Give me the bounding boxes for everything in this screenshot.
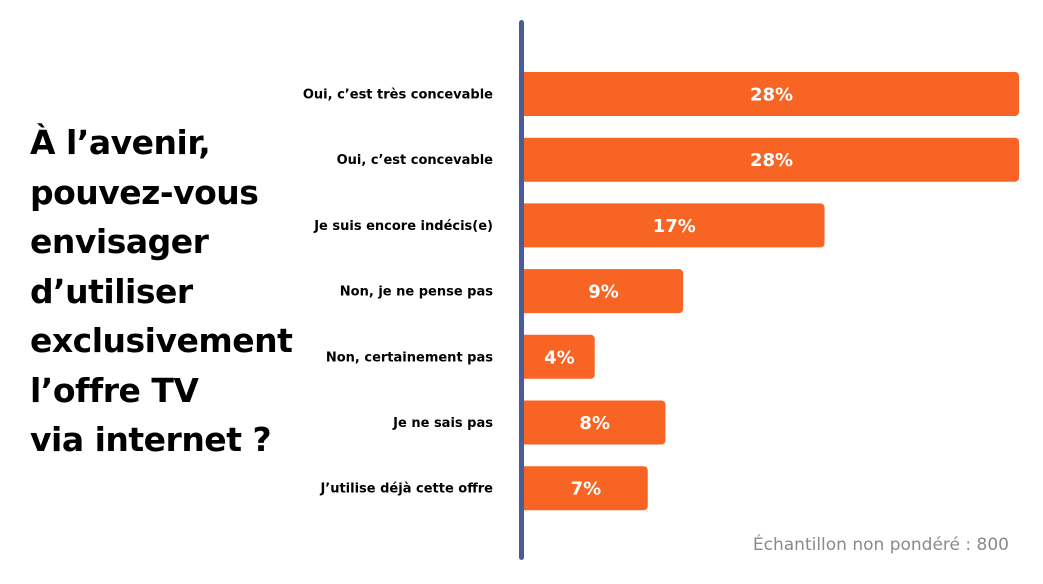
bar-1 [520, 72, 1019, 116]
category-label-3: Je suis encore indécis(e) [313, 219, 493, 234]
category-label-7: J’utilise déjà cette offre [319, 482, 493, 497]
category-labels-group: Oui, c’est très concevable Oui, c’est con… [303, 88, 493, 497]
bar-7 [520, 466, 648, 511]
chart-axis-line [519, 20, 524, 560]
value-label-6: 8% [579, 413, 610, 434]
value-label-5: 4% [544, 347, 575, 368]
bar-5 [520, 334, 595, 379]
bars-group [520, 72, 1019, 511]
value-label-2: 28% [750, 150, 793, 171]
value-label-4: 9% [588, 282, 619, 303]
value-labels-group: 28% 28% 17% 9% 4% 8% 7% [544, 85, 793, 500]
bar-3 [520, 203, 825, 248]
category-label-2: Oui, c’est concevable [337, 153, 494, 168]
bar-4 [520, 269, 684, 314]
category-label-6: Je ne sais pas [392, 416, 493, 431]
category-label-1: Oui, c’est très concevable [303, 88, 493, 103]
bar-6 [520, 400, 666, 445]
category-label-4: Non, je ne pense pas [340, 285, 493, 300]
question-title: À l’avenir, pouvez-vous envisager d’util… [30, 123, 293, 459]
category-label-5: Non, certainement pas [326, 350, 493, 365]
value-label-3: 17% [653, 216, 696, 237]
value-label-7: 7% [571, 479, 602, 500]
sample-note: Échantillon non pondéré : 800 [752, 535, 1009, 555]
value-label-1: 28% [750, 85, 793, 106]
bar-2 [520, 137, 1019, 182]
